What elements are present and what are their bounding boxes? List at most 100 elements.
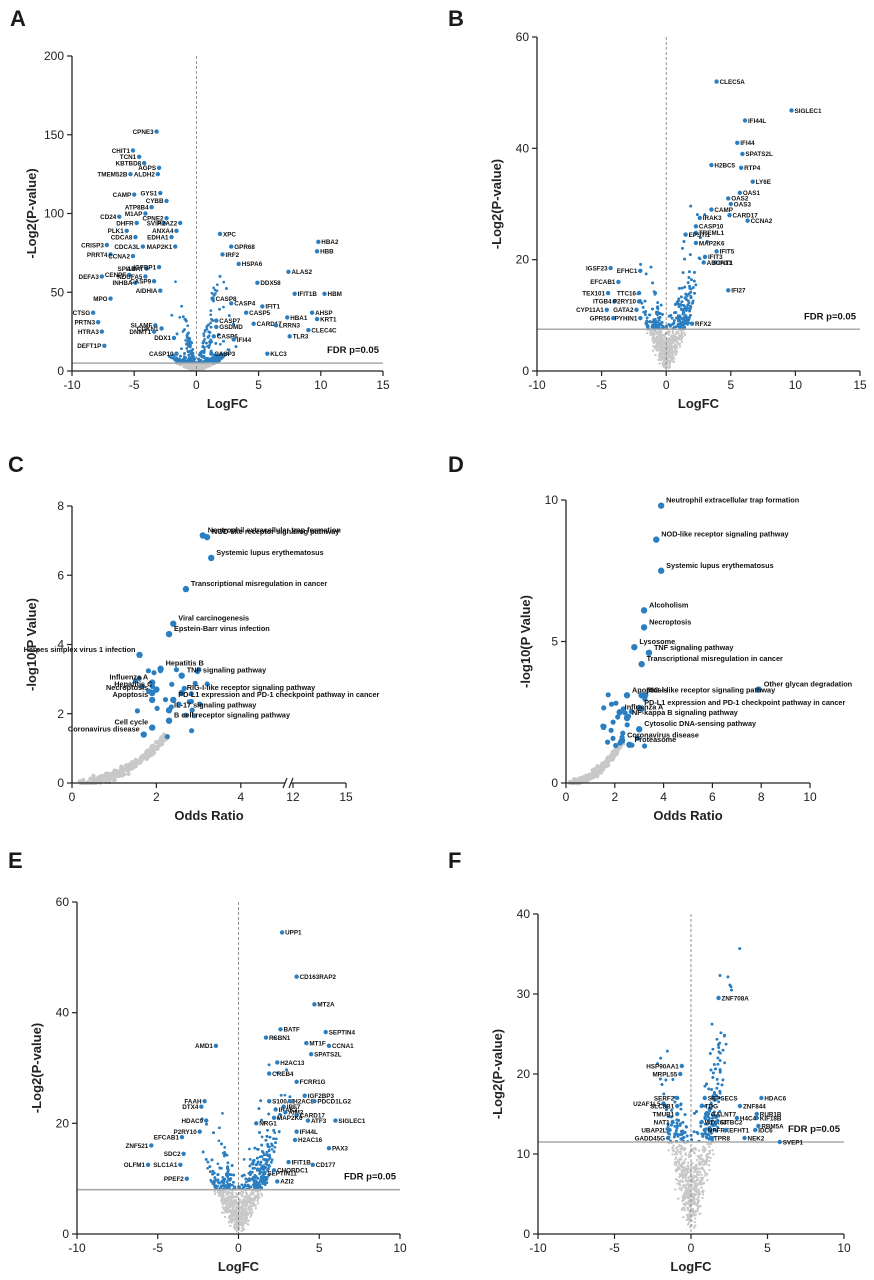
gene-point [130,253,136,259]
y-tick-label: 100 [44,207,64,221]
significant-point [693,291,696,295]
significant-point [172,357,176,361]
gene-label: CTSG [73,310,91,317]
significant-point [202,332,206,335]
significant-point [175,332,179,336]
significant-point [186,324,190,328]
significant-point [191,351,194,355]
significant-point [203,346,206,349]
significant-point [188,356,192,360]
significant-point [206,336,210,339]
gene-point [210,296,215,301]
gene-label: GYS1 [141,190,158,197]
gene-point [273,323,279,328]
gene-label: MAP2K1 [147,244,173,251]
significant-point [208,341,212,345]
gene-point [154,129,159,134]
y-tick-label: 50 [51,285,65,299]
gene-label: HBA1 [290,315,308,322]
gene-point [231,337,236,342]
significant-point [212,286,215,290]
significant-point [183,328,186,331]
gene-label: AIDHIA [136,288,158,295]
gene-point [174,351,179,356]
significant-point [672,319,676,322]
nonsignificant-point [191,364,194,367]
gene-point [133,234,138,240]
nonsignificant-point [671,332,674,335]
gene-point [156,264,162,270]
background-points [636,204,709,370]
gene-label: CLEC4C [311,327,337,334]
significant-point [203,328,207,332]
gene-point [151,329,157,334]
gene-label: CDCA8 [111,234,133,241]
significant-point [197,357,200,361]
x-tick-label: 5 [255,378,262,392]
gene-label: GPR68 [234,244,255,251]
gene-point [285,315,290,320]
significant-point [222,280,226,284]
significant-point [679,295,683,299]
gene-label: CASP4 [234,301,255,308]
significant-point [184,356,188,360]
gene-point [292,291,297,297]
significant-point [691,286,695,289]
significant-point [215,289,219,293]
significant-point [197,353,201,357]
gene-point [287,334,292,339]
significant-point [202,354,206,358]
gene-label: PRRT4 [87,252,108,259]
significant-point [653,292,657,296]
significant-point [174,280,177,284]
gene-label: CD24 [100,214,117,221]
gene-label: IFIT1B [298,291,318,298]
significant-point [207,330,211,334]
gene-point [251,321,256,326]
gene-point [316,239,321,245]
significant-point [651,307,654,311]
gene-label: CPNE3 [133,129,154,136]
significant-point [187,353,191,357]
significant-point [171,353,175,357]
gene-label: H2AZ2 [157,220,177,227]
x-tick-label: -5 [129,378,140,392]
gene-point [102,343,107,348]
significant-point [188,350,192,353]
nonsignificant-point [187,366,190,369]
significant-point [184,338,187,342]
gene-label: HSPA6 [242,261,263,268]
x-tick-label: 0 [193,378,200,392]
gene-point [322,291,327,297]
gene-point [236,261,241,267]
significant-point [687,276,691,279]
gene-point [169,234,174,240]
gene-point [217,231,223,237]
significant-point [180,347,183,351]
gene-point [130,148,136,153]
gene-point [158,288,163,293]
gene-label: CRISP3 [81,242,104,249]
gene-point [132,192,137,197]
gene-label: HBA2 [321,239,339,246]
significant-point [211,319,215,322]
gene-label: CAMP [113,192,132,199]
significant-point [209,338,213,342]
significant-point [202,350,206,353]
significant-point [218,342,222,346]
gene-label: XPC [223,231,236,238]
significant-point [170,313,174,317]
significant-point [208,343,212,347]
background-points [167,275,238,372]
nonsignificant-point [182,364,186,367]
significant-point [209,309,213,312]
gene-label: CCNA2 [108,253,130,260]
significant-point [694,283,698,287]
gene-point [95,319,101,325]
gene-point [243,310,249,315]
gene-label: TLR3 [293,334,309,341]
gene-label: GSDMD [219,324,243,331]
